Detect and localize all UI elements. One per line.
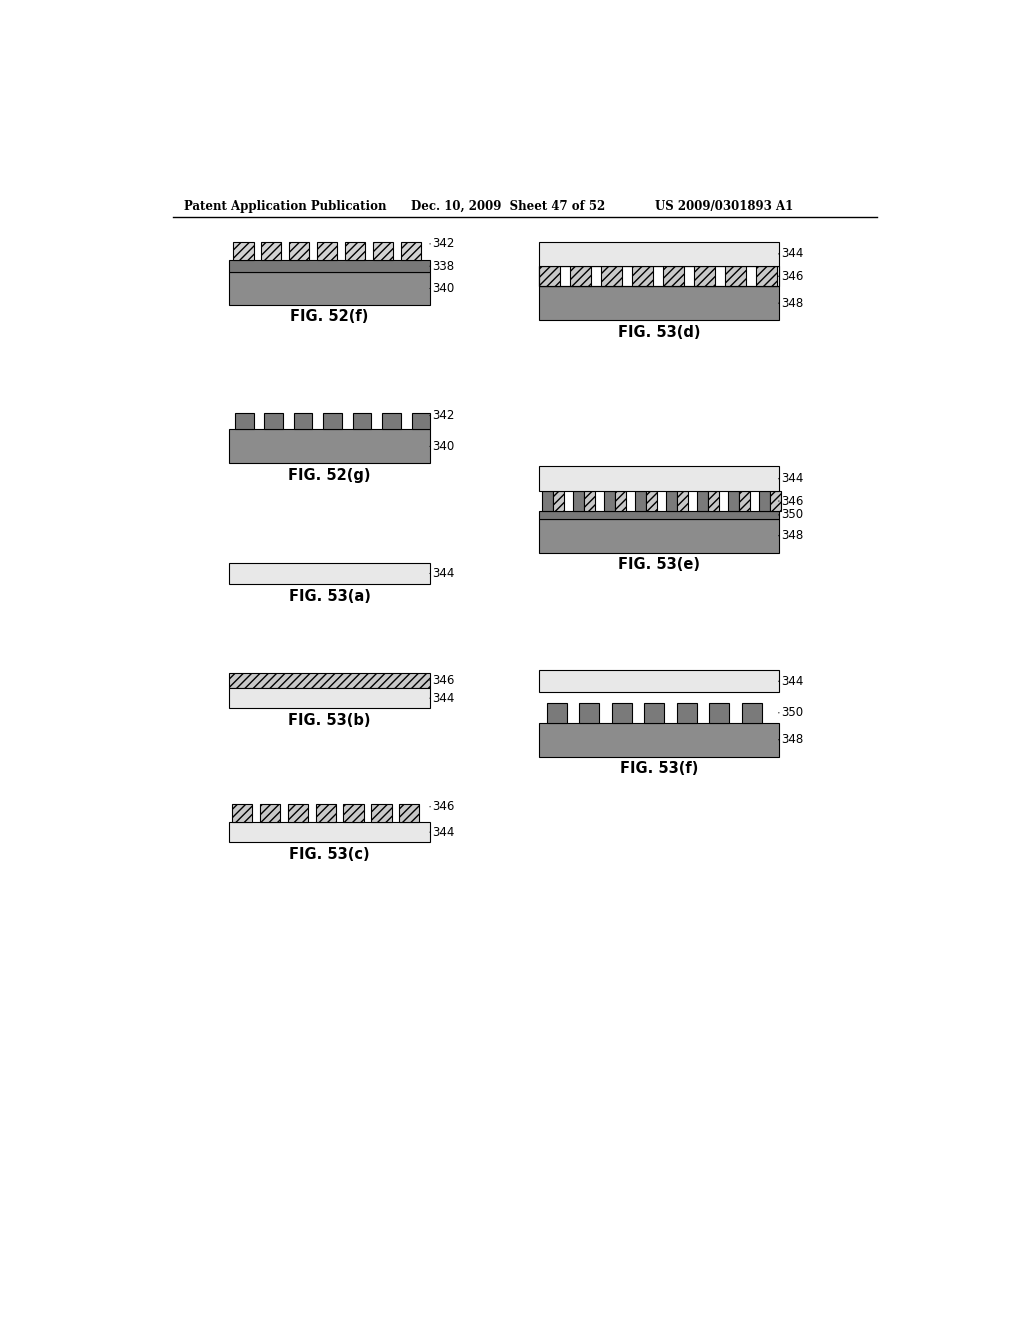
Bar bbox=[728, 491, 738, 511]
Bar bbox=[677, 491, 687, 511]
Text: 342: 342 bbox=[432, 409, 455, 422]
Bar bbox=[635, 491, 646, 511]
Text: 344: 344 bbox=[781, 247, 804, 260]
Bar bbox=[231, 804, 252, 822]
Text: US 2009/0301893 A1: US 2009/0301893 A1 bbox=[655, 199, 794, 213]
Bar bbox=[289, 242, 309, 260]
Text: FIG. 52(g): FIG. 52(g) bbox=[288, 469, 371, 483]
Bar bbox=[228, 562, 430, 585]
Text: FIG. 53(a): FIG. 53(a) bbox=[289, 589, 371, 603]
Bar bbox=[288, 804, 308, 822]
Bar bbox=[579, 702, 599, 723]
Bar bbox=[324, 412, 342, 429]
Bar bbox=[539, 671, 779, 692]
Bar bbox=[228, 260, 430, 272]
Text: 340: 340 bbox=[432, 282, 455, 296]
Text: 346: 346 bbox=[781, 495, 804, 508]
Bar bbox=[569, 267, 592, 286]
Bar bbox=[677, 702, 697, 723]
Bar bbox=[710, 702, 729, 723]
Bar bbox=[317, 242, 337, 260]
Text: 350: 350 bbox=[781, 706, 804, 719]
Bar bbox=[553, 491, 563, 511]
Text: FIG. 53(f): FIG. 53(f) bbox=[620, 762, 698, 776]
Bar bbox=[725, 267, 746, 286]
Bar bbox=[315, 804, 336, 822]
Bar bbox=[343, 804, 364, 822]
Bar bbox=[345, 242, 366, 260]
Bar bbox=[261, 242, 282, 260]
Bar bbox=[693, 267, 716, 286]
Bar bbox=[741, 702, 762, 723]
Text: 344: 344 bbox=[432, 825, 455, 838]
Text: FIG. 53(e): FIG. 53(e) bbox=[617, 557, 699, 573]
Bar bbox=[372, 804, 391, 822]
Text: Patent Application Publication: Patent Application Publication bbox=[183, 199, 386, 213]
Bar bbox=[228, 429, 430, 463]
Text: 346: 346 bbox=[432, 800, 455, 813]
Bar bbox=[604, 491, 614, 511]
Bar bbox=[539, 267, 779, 286]
Text: 344: 344 bbox=[781, 675, 804, 688]
Bar bbox=[632, 267, 653, 286]
Text: Dec. 10, 2009  Sheet 47 of 52: Dec. 10, 2009 Sheet 47 of 52 bbox=[411, 199, 605, 213]
Text: 348: 348 bbox=[781, 297, 804, 310]
Bar bbox=[234, 412, 254, 429]
Text: 344: 344 bbox=[781, 473, 804, 486]
Bar bbox=[399, 804, 420, 822]
Bar bbox=[663, 267, 684, 286]
Bar bbox=[539, 242, 779, 267]
Text: 344: 344 bbox=[432, 692, 455, 705]
Bar bbox=[542, 491, 553, 511]
Bar bbox=[770, 491, 780, 511]
Bar bbox=[614, 491, 626, 511]
Bar bbox=[260, 804, 280, 822]
Bar bbox=[264, 412, 283, 429]
Text: 340: 340 bbox=[432, 440, 455, 453]
Bar bbox=[412, 412, 430, 429]
Bar bbox=[228, 673, 430, 688]
Bar bbox=[539, 519, 779, 553]
Bar bbox=[584, 491, 595, 511]
Bar bbox=[228, 272, 430, 305]
Text: FIG. 53(d): FIG. 53(d) bbox=[617, 325, 700, 339]
Bar bbox=[572, 491, 584, 511]
Bar bbox=[759, 491, 770, 511]
Bar bbox=[228, 822, 430, 842]
Bar bbox=[756, 267, 777, 286]
Bar bbox=[708, 491, 719, 511]
Bar bbox=[539, 723, 779, 756]
Bar bbox=[697, 491, 708, 511]
Text: 344: 344 bbox=[432, 566, 455, 579]
Text: FIG. 52(f): FIG. 52(f) bbox=[291, 309, 369, 325]
Bar bbox=[646, 491, 656, 511]
Bar bbox=[539, 466, 779, 491]
Bar bbox=[539, 267, 560, 286]
Text: 338: 338 bbox=[432, 260, 455, 273]
Bar bbox=[644, 702, 665, 723]
Text: 348: 348 bbox=[781, 529, 804, 543]
Bar bbox=[373, 242, 393, 260]
Bar bbox=[547, 702, 566, 723]
Bar bbox=[400, 242, 421, 260]
Text: FIG. 53(c): FIG. 53(c) bbox=[289, 847, 370, 862]
Text: 346: 346 bbox=[432, 675, 455, 686]
Bar bbox=[294, 412, 312, 429]
Bar bbox=[539, 511, 779, 519]
Text: 348: 348 bbox=[781, 733, 804, 746]
Bar bbox=[601, 267, 623, 286]
Bar bbox=[539, 286, 779, 321]
Bar bbox=[382, 412, 400, 429]
Text: 342: 342 bbox=[432, 238, 455, 251]
Text: FIG. 53(b): FIG. 53(b) bbox=[288, 713, 371, 727]
Bar bbox=[352, 412, 372, 429]
Bar bbox=[539, 267, 779, 286]
Bar bbox=[738, 491, 750, 511]
Bar bbox=[666, 491, 677, 511]
Bar bbox=[611, 702, 632, 723]
Text: 350: 350 bbox=[781, 508, 804, 521]
Bar bbox=[228, 688, 430, 708]
Text: 346: 346 bbox=[781, 269, 804, 282]
Bar bbox=[233, 242, 254, 260]
